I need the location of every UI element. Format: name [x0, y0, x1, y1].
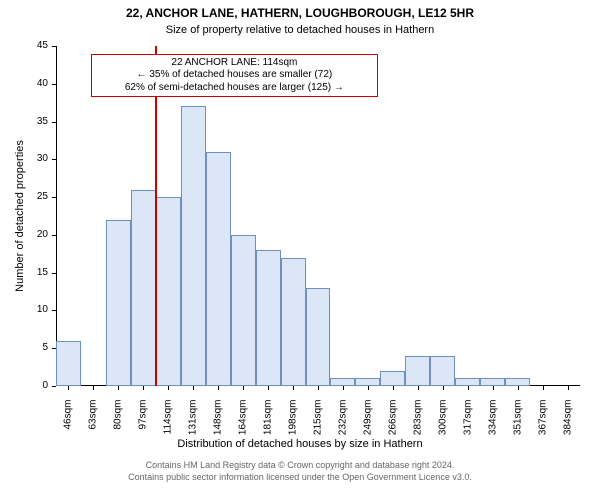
y-axis-label: Number of detached properties — [14, 46, 26, 386]
footer-line2: Contains public sector information licen… — [0, 472, 600, 482]
y-tick-label: 20 — [24, 229, 48, 240]
histogram-bar — [131, 190, 156, 386]
histogram-bar — [306, 288, 331, 386]
x-tick-label: 334sqm — [487, 400, 498, 450]
x-tick-label: 97sqm — [138, 400, 149, 450]
x-tick-mark — [193, 386, 194, 390]
x-tick-mark — [468, 386, 469, 390]
x-tick-label: 367sqm — [537, 400, 548, 450]
histogram-bar — [106, 220, 131, 386]
x-tick-mark — [493, 386, 494, 390]
y-tick-label: 35 — [24, 116, 48, 127]
x-tick-label: 63sqm — [88, 400, 99, 450]
histogram-bar — [405, 356, 430, 386]
y-tick-label: 30 — [24, 153, 48, 164]
histogram-bar — [380, 371, 405, 386]
histogram-bar — [156, 197, 181, 386]
histogram-bar — [256, 250, 281, 386]
x-tick-mark — [368, 386, 369, 390]
x-tick-label: 300sqm — [437, 400, 448, 450]
annotation-line: ← 35% of detached houses are smaller (72… — [96, 69, 373, 82]
x-tick-label: 198sqm — [288, 400, 299, 450]
x-tick-label: 215sqm — [313, 400, 324, 450]
y-tick-label: 15 — [24, 267, 48, 278]
x-tick-label: 232sqm — [337, 400, 348, 450]
y-tick-mark — [52, 386, 56, 387]
x-tick-label: 384sqm — [562, 400, 573, 450]
x-tick-mark — [318, 386, 319, 390]
x-tick-mark — [68, 386, 69, 390]
histogram-bar — [330, 378, 355, 386]
y-tick-label: 5 — [24, 342, 48, 353]
x-tick-mark — [293, 386, 294, 390]
x-tick-mark — [218, 386, 219, 390]
x-tick-label: 283sqm — [412, 400, 423, 450]
y-tick-label: 40 — [24, 78, 48, 89]
histogram-bar — [430, 356, 455, 386]
annotation-line: 22 ANCHOR LANE: 114sqm — [96, 57, 373, 70]
x-tick-label: 317sqm — [462, 400, 473, 450]
histogram-bar — [206, 152, 231, 386]
histogram-bar — [355, 378, 380, 386]
x-tick-label: 148sqm — [213, 400, 224, 450]
x-tick-label: 114sqm — [163, 400, 174, 450]
y-tick-label: 25 — [24, 191, 48, 202]
histogram-bar — [455, 378, 480, 386]
y-tick-label: 45 — [24, 40, 48, 51]
x-tick-label: 249sqm — [362, 400, 373, 450]
histogram-bar — [480, 378, 505, 386]
y-tick-label: 0 — [24, 380, 48, 391]
y-tick-mark — [52, 159, 56, 160]
footer-line1: Contains HM Land Registry data © Crown c… — [0, 460, 600, 470]
x-tick-label: 266sqm — [387, 400, 398, 450]
x-tick-mark — [343, 386, 344, 390]
chart-container: 22, ANCHOR LANE, HATHERN, LOUGHBOROUGH, … — [0, 0, 600, 500]
x-tick-label: 131sqm — [188, 400, 199, 450]
histogram-bar — [181, 106, 206, 386]
chart-title-line1: 22, ANCHOR LANE, HATHERN, LOUGHBOROUGH, … — [0, 6, 600, 20]
x-tick-label: 46sqm — [63, 400, 74, 450]
x-tick-mark — [418, 386, 419, 390]
x-tick-mark — [568, 386, 569, 390]
histogram-bar — [505, 378, 530, 386]
x-tick-mark — [118, 386, 119, 390]
histogram-bar — [231, 235, 256, 386]
x-tick-label: 80sqm — [113, 400, 124, 450]
y-tick-mark — [52, 84, 56, 85]
y-tick-mark — [52, 235, 56, 236]
y-tick-label: 10 — [24, 304, 48, 315]
y-tick-mark — [52, 310, 56, 311]
x-tick-label: 164sqm — [238, 400, 249, 450]
x-tick-label: 181sqm — [263, 400, 274, 450]
histogram-bar — [281, 258, 306, 386]
x-tick-mark — [268, 386, 269, 390]
y-tick-mark — [52, 197, 56, 198]
x-tick-mark — [243, 386, 244, 390]
x-tick-mark — [518, 386, 519, 390]
annotation-line: 62% of semi-detached houses are larger (… — [96, 82, 373, 95]
y-tick-mark — [52, 46, 56, 47]
x-tick-mark — [93, 386, 94, 390]
x-tick-mark — [543, 386, 544, 390]
x-tick-label: 351sqm — [512, 400, 523, 450]
x-tick-mark — [168, 386, 169, 390]
x-tick-mark — [393, 386, 394, 390]
histogram-bar — [56, 341, 81, 386]
x-tick-mark — [143, 386, 144, 390]
y-tick-mark — [52, 273, 56, 274]
annotation-box: 22 ANCHOR LANE: 114sqm← 35% of detached … — [91, 54, 378, 98]
x-tick-mark — [443, 386, 444, 390]
y-tick-mark — [52, 122, 56, 123]
chart-title-line2: Size of property relative to detached ho… — [0, 24, 600, 36]
